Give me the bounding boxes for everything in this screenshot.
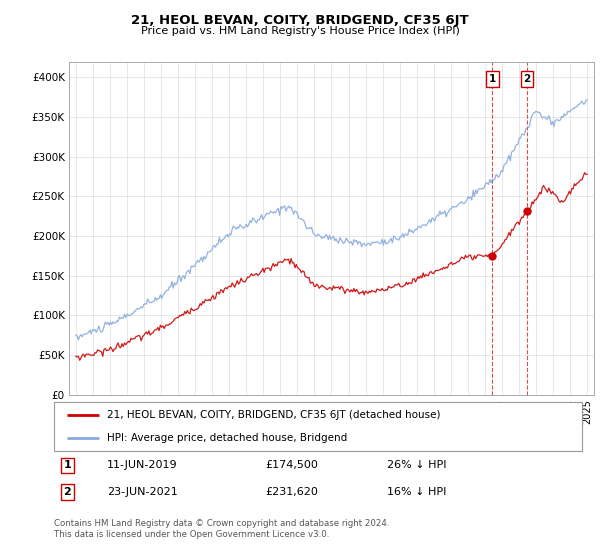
FancyBboxPatch shape	[54, 402, 582, 451]
Text: 21, HEOL BEVAN, COITY, BRIDGEND, CF35 6JT (detached house): 21, HEOL BEVAN, COITY, BRIDGEND, CF35 6J…	[107, 410, 440, 421]
Text: 11-JUN-2019: 11-JUN-2019	[107, 460, 178, 470]
Text: 23-JUN-2021: 23-JUN-2021	[107, 487, 178, 497]
Text: £231,620: £231,620	[265, 487, 318, 497]
Text: 1: 1	[64, 460, 71, 470]
Text: 16% ↓ HPI: 16% ↓ HPI	[386, 487, 446, 497]
Text: HPI: Average price, detached house, Bridgend: HPI: Average price, detached house, Brid…	[107, 433, 347, 444]
Text: Price paid vs. HM Land Registry's House Price Index (HPI): Price paid vs. HM Land Registry's House …	[140, 26, 460, 36]
Text: 1: 1	[489, 74, 496, 84]
Text: 2: 2	[523, 74, 530, 84]
Text: 26% ↓ HPI: 26% ↓ HPI	[386, 460, 446, 470]
Text: 2: 2	[64, 487, 71, 497]
Text: 21, HEOL BEVAN, COITY, BRIDGEND, CF35 6JT: 21, HEOL BEVAN, COITY, BRIDGEND, CF35 6J…	[131, 13, 469, 27]
Text: Contains HM Land Registry data © Crown copyright and database right 2024.
This d: Contains HM Land Registry data © Crown c…	[54, 520, 389, 539]
Text: £174,500: £174,500	[265, 460, 318, 470]
